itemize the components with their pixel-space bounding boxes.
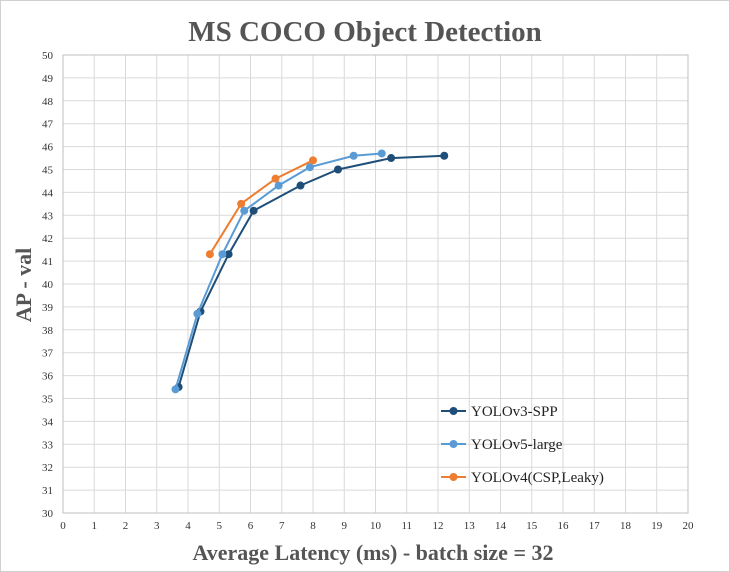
data-point — [440, 151, 449, 160]
data-point — [309, 156, 317, 165]
data-point — [249, 206, 258, 215]
x-axis-ticks: 0 1 2 3 4 5 6 7 8 9 10 11 12 13 14 15 16 17 18 19 20 — [60, 520, 694, 532]
chart-title: MS COCO Object Detection — [188, 16, 542, 48]
y-tick-label: 46 — [42, 142, 54, 154]
data-point — [171, 385, 180, 394]
y-tick-label: 36 — [42, 371, 54, 383]
x-tick-label: 7 — [279, 520, 285, 532]
data-point — [224, 250, 233, 259]
y-tick-label: 45 — [42, 165, 54, 177]
y-tick-label: 37 — [42, 348, 54, 360]
grid — [62, 54, 689, 514]
legend-item: YOLOv3-SPP — [441, 404, 558, 420]
y-tick-label: 49 — [42, 73, 54, 85]
x-tick-label: 3 — [154, 520, 160, 532]
y-tick-label: 32 — [42, 462, 53, 474]
y-tick-label: 33 — [42, 439, 54, 451]
x-tick-label: 13 — [464, 520, 476, 532]
x-tick-label: 6 — [248, 520, 254, 532]
x-axis-label: Average Latency (ms) - batch size = 32 — [193, 540, 554, 565]
y-tick-label: 35 — [42, 394, 54, 406]
legend-item: YOLOv4(CSP,Leaky) — [441, 470, 604, 486]
y-tick-label: 48 — [42, 96, 54, 108]
legend-label: YOLOv5-large — [471, 437, 563, 453]
x-tick-label: 10 — [370, 520, 382, 532]
data-point — [377, 149, 386, 158]
legend: YOLOv3-SPP YOLOv5-large YOLOv4(CSP,Leaky) — [441, 404, 604, 486]
x-tick-label: 5 — [217, 520, 223, 532]
x-tick-label: 14 — [495, 520, 507, 532]
y-axis-ticks: 30 31 32 33 34 35 36 37 38 39 40 41 42 43 44 45 46 47 48 49… — [42, 50, 54, 520]
x-tick-label: 19 — [651, 520, 663, 532]
data-point — [334, 165, 342, 174]
y-tick-label: 41 — [42, 256, 53, 268]
series-yolov4-csp-leaky — [205, 156, 317, 259]
x-tick-label: 20 — [683, 520, 695, 532]
data-point — [349, 151, 358, 160]
legend-marker — [449, 407, 458, 415]
x-tick-label: 16 — [558, 520, 570, 532]
y-tick-label: 39 — [42, 302, 54, 314]
data-point — [305, 163, 314, 172]
x-tick-label: 12 — [433, 520, 444, 532]
legend-marker — [449, 440, 458, 448]
x-tick-label: 9 — [342, 520, 348, 532]
x-tick-label: 15 — [526, 520, 538, 532]
data-point — [271, 174, 280, 183]
x-tick-label: 18 — [620, 520, 632, 532]
data-point — [193, 309, 202, 318]
series-line — [174, 152, 382, 390]
y-axis-label: AP - val — [11, 248, 36, 323]
y-tick-label: 47 — [42, 119, 54, 131]
series-layer — [171, 149, 449, 394]
y-tick-label: 44 — [42, 187, 54, 199]
y-tick-label: 34 — [42, 416, 54, 428]
x-tick-label: 1 — [92, 520, 98, 532]
y-tick-label: 40 — [42, 279, 54, 291]
legend-label: YOLOv4(CSP,Leaky) — [471, 470, 604, 486]
plot-area-border — [62, 54, 689, 514]
data-point — [274, 181, 283, 190]
legend-item: YOLOv5-large — [441, 437, 563, 453]
y-tick-label: 31 — [42, 485, 53, 497]
data-point — [387, 154, 396, 163]
x-tick-label: 17 — [589, 520, 601, 532]
y-tick-label: 38 — [42, 325, 54, 337]
x-tick-label: 0 — [60, 520, 66, 532]
x-tick-label: 4 — [185, 520, 191, 532]
legend-label: YOLOv3-SPP — [471, 404, 558, 420]
series-yolov5-large — [171, 149, 386, 394]
series-line — [177, 154, 445, 388]
y-tick-label: 30 — [42, 508, 54, 520]
data-point — [218, 250, 227, 259]
x-tick-label: 11 — [401, 520, 412, 532]
data-point — [296, 181, 305, 190]
y-tick-label: 42 — [42, 233, 53, 245]
y-tick-label: 50 — [42, 50, 54, 62]
x-tick-label: 2 — [123, 520, 129, 532]
data-point — [205, 250, 214, 259]
series-line — [209, 159, 314, 255]
legend-marker — [449, 473, 458, 481]
data-point — [237, 199, 246, 208]
x-tick-label: 8 — [310, 520, 316, 532]
data-point — [240, 206, 249, 215]
y-tick-label: 43 — [42, 210, 54, 222]
